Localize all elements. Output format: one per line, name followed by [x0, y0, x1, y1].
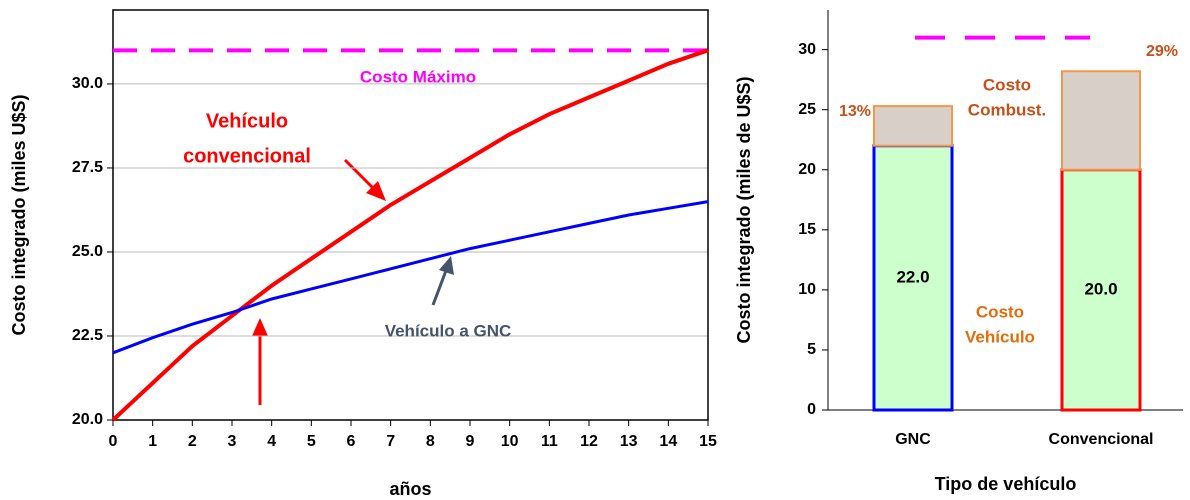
x-tick-label: 5 [307, 433, 316, 450]
bar-segment [874, 106, 952, 146]
x-tick-label: 14 [659, 433, 677, 450]
x-tick-label: 1 [148, 433, 157, 450]
x-tick-label: Convencional [1049, 431, 1154, 448]
annotation: Vehículo [206, 110, 288, 132]
x-tick-label: 11 [541, 433, 558, 450]
x-axis-label: Tipo de vehículo [935, 474, 1077, 494]
y-tick-label: 0 [807, 401, 816, 418]
y-tick-label: 22.5 [72, 327, 103, 344]
y-tick-label: 25 [798, 101, 816, 118]
x-axis-label: años [389, 479, 431, 499]
y-tick-label: 15 [798, 221, 816, 238]
x-tick-label: 0 [109, 433, 118, 450]
x-tick-label: 9 [466, 433, 475, 450]
value-label: 20.0 [1084, 279, 1117, 298]
annotation: Costo [976, 302, 1024, 321]
annotation: Combust. [968, 100, 1046, 119]
x-tick-label: 6 [347, 433, 356, 450]
share-label: 13% [839, 103, 871, 120]
x-tick-label: 2 [188, 433, 197, 450]
page: 20.022.525.027.530.001234567891011121314… [0, 0, 1190, 500]
x-tick-label: 7 [386, 433, 395, 450]
x-tick-label: GNC [895, 431, 931, 448]
reference-label: Costo Máximo [360, 67, 476, 86]
annotation: Vehículo [965, 327, 1035, 346]
y-tick-label: 5 [807, 341, 816, 358]
x-tick-label: 15 [699, 433, 717, 450]
x-tick-label: 4 [267, 433, 276, 450]
y-tick-label: 27.5 [72, 159, 103, 176]
y-tick-label: 30 [798, 41, 816, 58]
x-tick-label: 12 [580, 433, 598, 450]
annotation: Vehículo a GNC [385, 321, 512, 340]
value-label: 22.0 [896, 267, 929, 286]
share-label: 29% [1146, 43, 1178, 60]
y-axis-label: Costo integrado (miles de U$S) [734, 76, 754, 343]
x-tick-label: 8 [426, 433, 435, 450]
y-tick-label: 20.0 [72, 411, 103, 428]
annotation: convencional [183, 145, 311, 167]
annotation: Costo [983, 75, 1031, 94]
y-tick-label: 10 [798, 281, 816, 298]
y-axis-label: Costo integrado (miles U$S) [9, 94, 29, 335]
y-tick-label: 20 [798, 161, 816, 178]
y-tick-label: 25.0 [72, 243, 103, 260]
y-tick-label: 30.0 [72, 75, 103, 92]
bar-segment [1062, 71, 1140, 169]
x-tick-label: 13 [620, 433, 638, 450]
x-tick-label: 10 [501, 433, 519, 450]
x-tick-label: 3 [228, 433, 237, 450]
